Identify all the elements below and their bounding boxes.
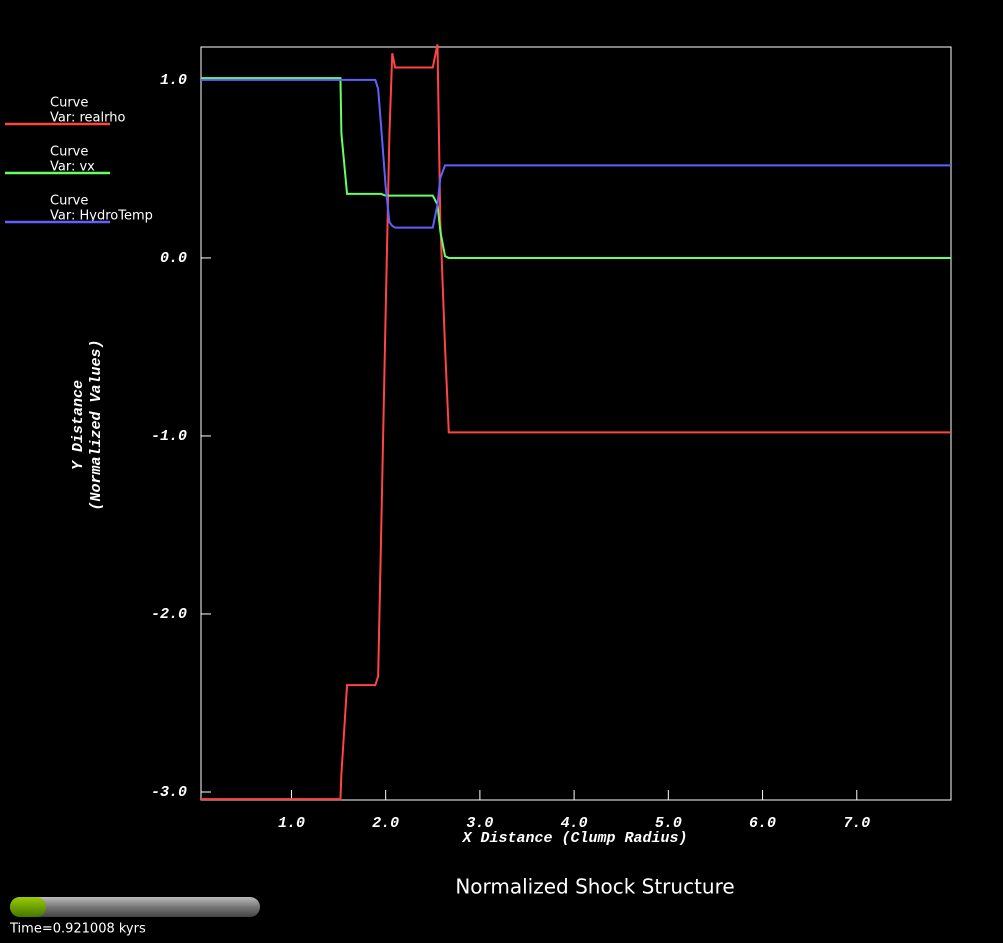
plot-frame	[200, 46, 952, 801]
x-tick-label: 6.0	[749, 815, 776, 832]
x-tick-label: 4.0	[561, 815, 588, 832]
x-axis-label: X Distance (Clump Radius)	[461, 830, 687, 847]
x-tick-label: 1.0	[278, 815, 305, 832]
legend-header: Curve	[50, 145, 88, 160]
legend-header: Curve	[50, 194, 88, 209]
x-tick-label: 2.0	[372, 815, 399, 832]
x-tick-label: 5.0	[655, 815, 682, 832]
x-tick-label: 3.0	[466, 815, 493, 832]
x-tick-label: 7.0	[843, 815, 870, 832]
series-line	[201, 78, 951, 229]
series-line	[201, 44, 951, 801]
series-line	[201, 77, 951, 259]
chart-title: Normalized Shock Structure	[455, 875, 734, 899]
legend-header: Curve	[50, 96, 88, 111]
legend-label: Var: vx	[50, 160, 95, 175]
y-tick-label: -2.0	[151, 606, 187, 623]
y-axis-label-line: (Normalized Values)	[88, 339, 105, 510]
time-slider-progress	[10, 897, 46, 917]
y-tick-label: -3.0	[151, 784, 187, 801]
y-tick-label: 0.0	[160, 250, 187, 267]
legend-label: Var: realrho	[50, 111, 125, 126]
y-axis-label: Y Distance (Normalized Values)	[70, 339, 105, 510]
time-label: Time=0.921008 kyrs	[9, 922, 146, 937]
y-axis-label-line: Y Distance	[70, 380, 87, 470]
y-tick-label: -1.0	[151, 428, 187, 445]
legend-label: Var: HydroTemp	[50, 209, 153, 224]
y-tick-label: 1.0	[160, 72, 187, 89]
time-slider	[10, 897, 260, 917]
